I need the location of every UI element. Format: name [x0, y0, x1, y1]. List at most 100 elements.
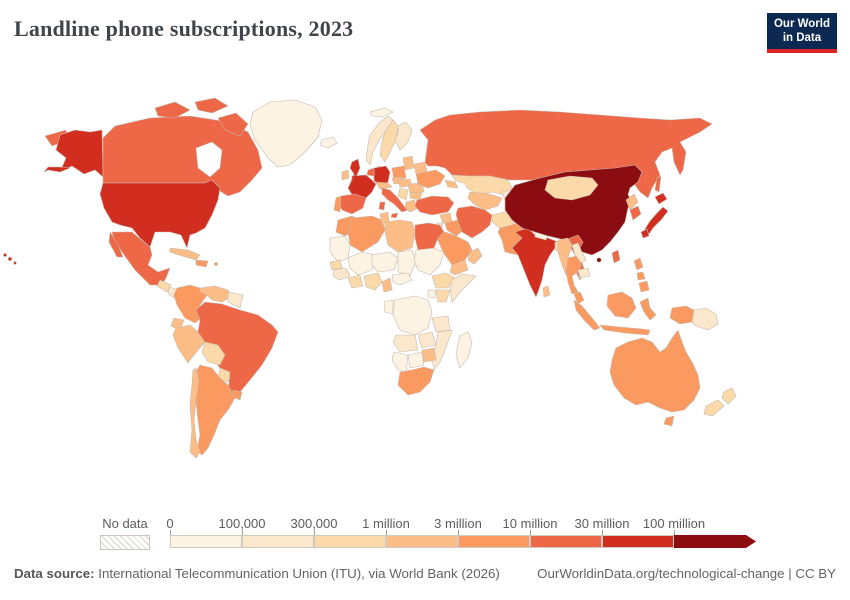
country-guatemala[interactable] — [156, 279, 172, 293]
country-sri-lanka[interactable] — [542, 285, 551, 298]
country-uzbekistan-turkmenistan[interactable] — [467, 191, 503, 211]
country-indonesia-papua[interactable] — [669, 305, 695, 325]
country-egypt[interactable] — [414, 222, 445, 251]
country-kenya[interactable] — [435, 289, 451, 303]
country-sudan[interactable] — [413, 247, 445, 276]
country-japan-kyushu[interactable] — [640, 228, 650, 239]
country-venezuela[interactable] — [199, 285, 233, 303]
country-poland[interactable] — [391, 165, 407, 181]
country-cambodia[interactable] — [577, 267, 591, 279]
country-indonesia-java[interactable] — [599, 324, 651, 336]
country-puerto-rico[interactable] — [214, 262, 218, 266]
country-canada-baffin[interactable] — [217, 112, 249, 137]
country-portugal[interactable] — [333, 195, 342, 213]
country-iran[interactable] — [455, 205, 493, 239]
country-libya[interactable] — [384, 219, 416, 253]
country-namibia[interactable] — [391, 351, 409, 373]
country-hispaniola[interactable] — [195, 259, 209, 268]
country-guianas[interactable] — [227, 291, 244, 309]
country-mauritania-wsahara[interactable] — [329, 235, 351, 263]
country-tanzania[interactable] — [431, 315, 451, 333]
country-ukraine[interactable] — [415, 169, 446, 189]
country-angola[interactable] — [392, 334, 419, 353]
country-new-zealand-south[interactable] — [703, 399, 725, 417]
country-italy-sicily[interactable] — [390, 212, 399, 219]
country-algeria[interactable] — [347, 215, 386, 253]
country-chile[interactable] — [189, 367, 201, 459]
legend-bin-3[interactable] — [386, 535, 458, 548]
country-turkey[interactable] — [414, 195, 455, 216]
legend-bin-7[interactable] — [674, 535, 756, 548]
country-niger[interactable] — [371, 251, 399, 273]
country-canada-arctic-2[interactable] — [194, 97, 229, 114]
legend-bin-0[interactable] — [170, 535, 242, 548]
country-nigeria[interactable] — [363, 272, 383, 291]
legend-bin-2[interactable] — [314, 535, 386, 548]
country-usa[interactable] — [99, 179, 221, 249]
country-italy[interactable] — [381, 187, 409, 213]
country-spain[interactable] — [337, 193, 367, 215]
country-philippines-luzon[interactable] — [633, 257, 644, 271]
country-cameroon[interactable] — [381, 277, 393, 293]
country-philippines-visayas[interactable] — [636, 271, 646, 281]
attribution-link[interactable]: OurWorldinData.org/technological-change … — [537, 566, 836, 581]
country-bolivia[interactable] — [201, 341, 226, 366]
country-madagascar[interactable] — [455, 331, 473, 369]
country-south-africa[interactable] — [397, 366, 435, 396]
country-switzerland-austria[interactable] — [375, 181, 393, 190]
legend-bin-1[interactable] — [242, 535, 314, 548]
country-aleutians[interactable] — [43, 166, 71, 173]
country-yemen[interactable] — [449, 259, 469, 276]
country-hainan[interactable] — [596, 257, 602, 263]
country-finland[interactable] — [394, 121, 413, 151]
country-mozambique[interactable] — [431, 329, 453, 371]
country-drc[interactable] — [392, 295, 433, 336]
country-italy-sardinia[interactable] — [378, 201, 386, 211]
country-gabon-congo[interactable] — [383, 299, 394, 315]
country-peru[interactable] — [172, 324, 206, 364]
country-cuba[interactable] — [169, 247, 201, 261]
owid-logo[interactable]: Our World in Data — [766, 13, 837, 53]
country-oman[interactable] — [467, 247, 483, 265]
country-svalbard[interactable] — [369, 107, 394, 118]
country-greenland[interactable] — [249, 99, 323, 168]
country-central-african-rep[interactable] — [391, 272, 413, 286]
country-baltics[interactable] — [402, 155, 415, 171]
country-ireland[interactable] — [341, 169, 350, 181]
country-bulgaria[interactable] — [409, 191, 423, 201]
country-philippines-mindanao[interactable] — [638, 280, 650, 293]
country-caucasus[interactable] — [444, 179, 459, 189]
country-ivory-coast-ghana[interactable] — [347, 274, 364, 289]
country-papua-new-guinea[interactable] — [691, 307, 719, 331]
country-thailand[interactable] — [565, 255, 583, 295]
country-russia-sakhalin[interactable] — [654, 175, 662, 193]
legend-bin-4[interactable] — [458, 535, 530, 548]
legend-bin-5[interactable] — [530, 535, 602, 548]
country-north-korea[interactable] — [625, 193, 639, 211]
country-hawaii-3[interactable] — [13, 261, 17, 265]
country-kazakhstan[interactable] — [451, 174, 513, 196]
no-data-swatch[interactable] — [100, 535, 150, 550]
country-zambia[interactable] — [417, 331, 437, 349]
country-senegal[interactable] — [329, 259, 343, 271]
country-japan-hokkaido[interactable] — [654, 192, 668, 205]
country-indonesia-sumatra[interactable] — [573, 299, 601, 331]
country-uganda[interactable] — [427, 289, 437, 299]
country-indonesia-borneo[interactable] — [606, 291, 637, 319]
country-mongolia[interactable] — [544, 175, 599, 201]
country-romania[interactable] — [407, 182, 425, 194]
country-hawaii-1[interactable] — [3, 253, 7, 257]
country-japan-honshu[interactable] — [644, 206, 669, 235]
country-hawaii-2[interactable] — [7, 256, 13, 262]
country-sweden[interactable] — [379, 119, 399, 163]
country-indonesia-sulawesi[interactable] — [639, 297, 657, 321]
country-zimbabwe[interactable] — [421, 347, 437, 363]
country-australia[interactable] — [609, 329, 701, 413]
country-new-zealand-north[interactable] — [721, 387, 737, 405]
country-chad[interactable] — [397, 249, 417, 276]
country-guinea-region[interactable] — [332, 267, 351, 281]
country-laos[interactable] — [571, 242, 587, 265]
country-saudi-arabia[interactable] — [436, 229, 473, 266]
country-mali[interactable] — [347, 251, 376, 276]
country-benelux[interactable] — [366, 167, 375, 177]
